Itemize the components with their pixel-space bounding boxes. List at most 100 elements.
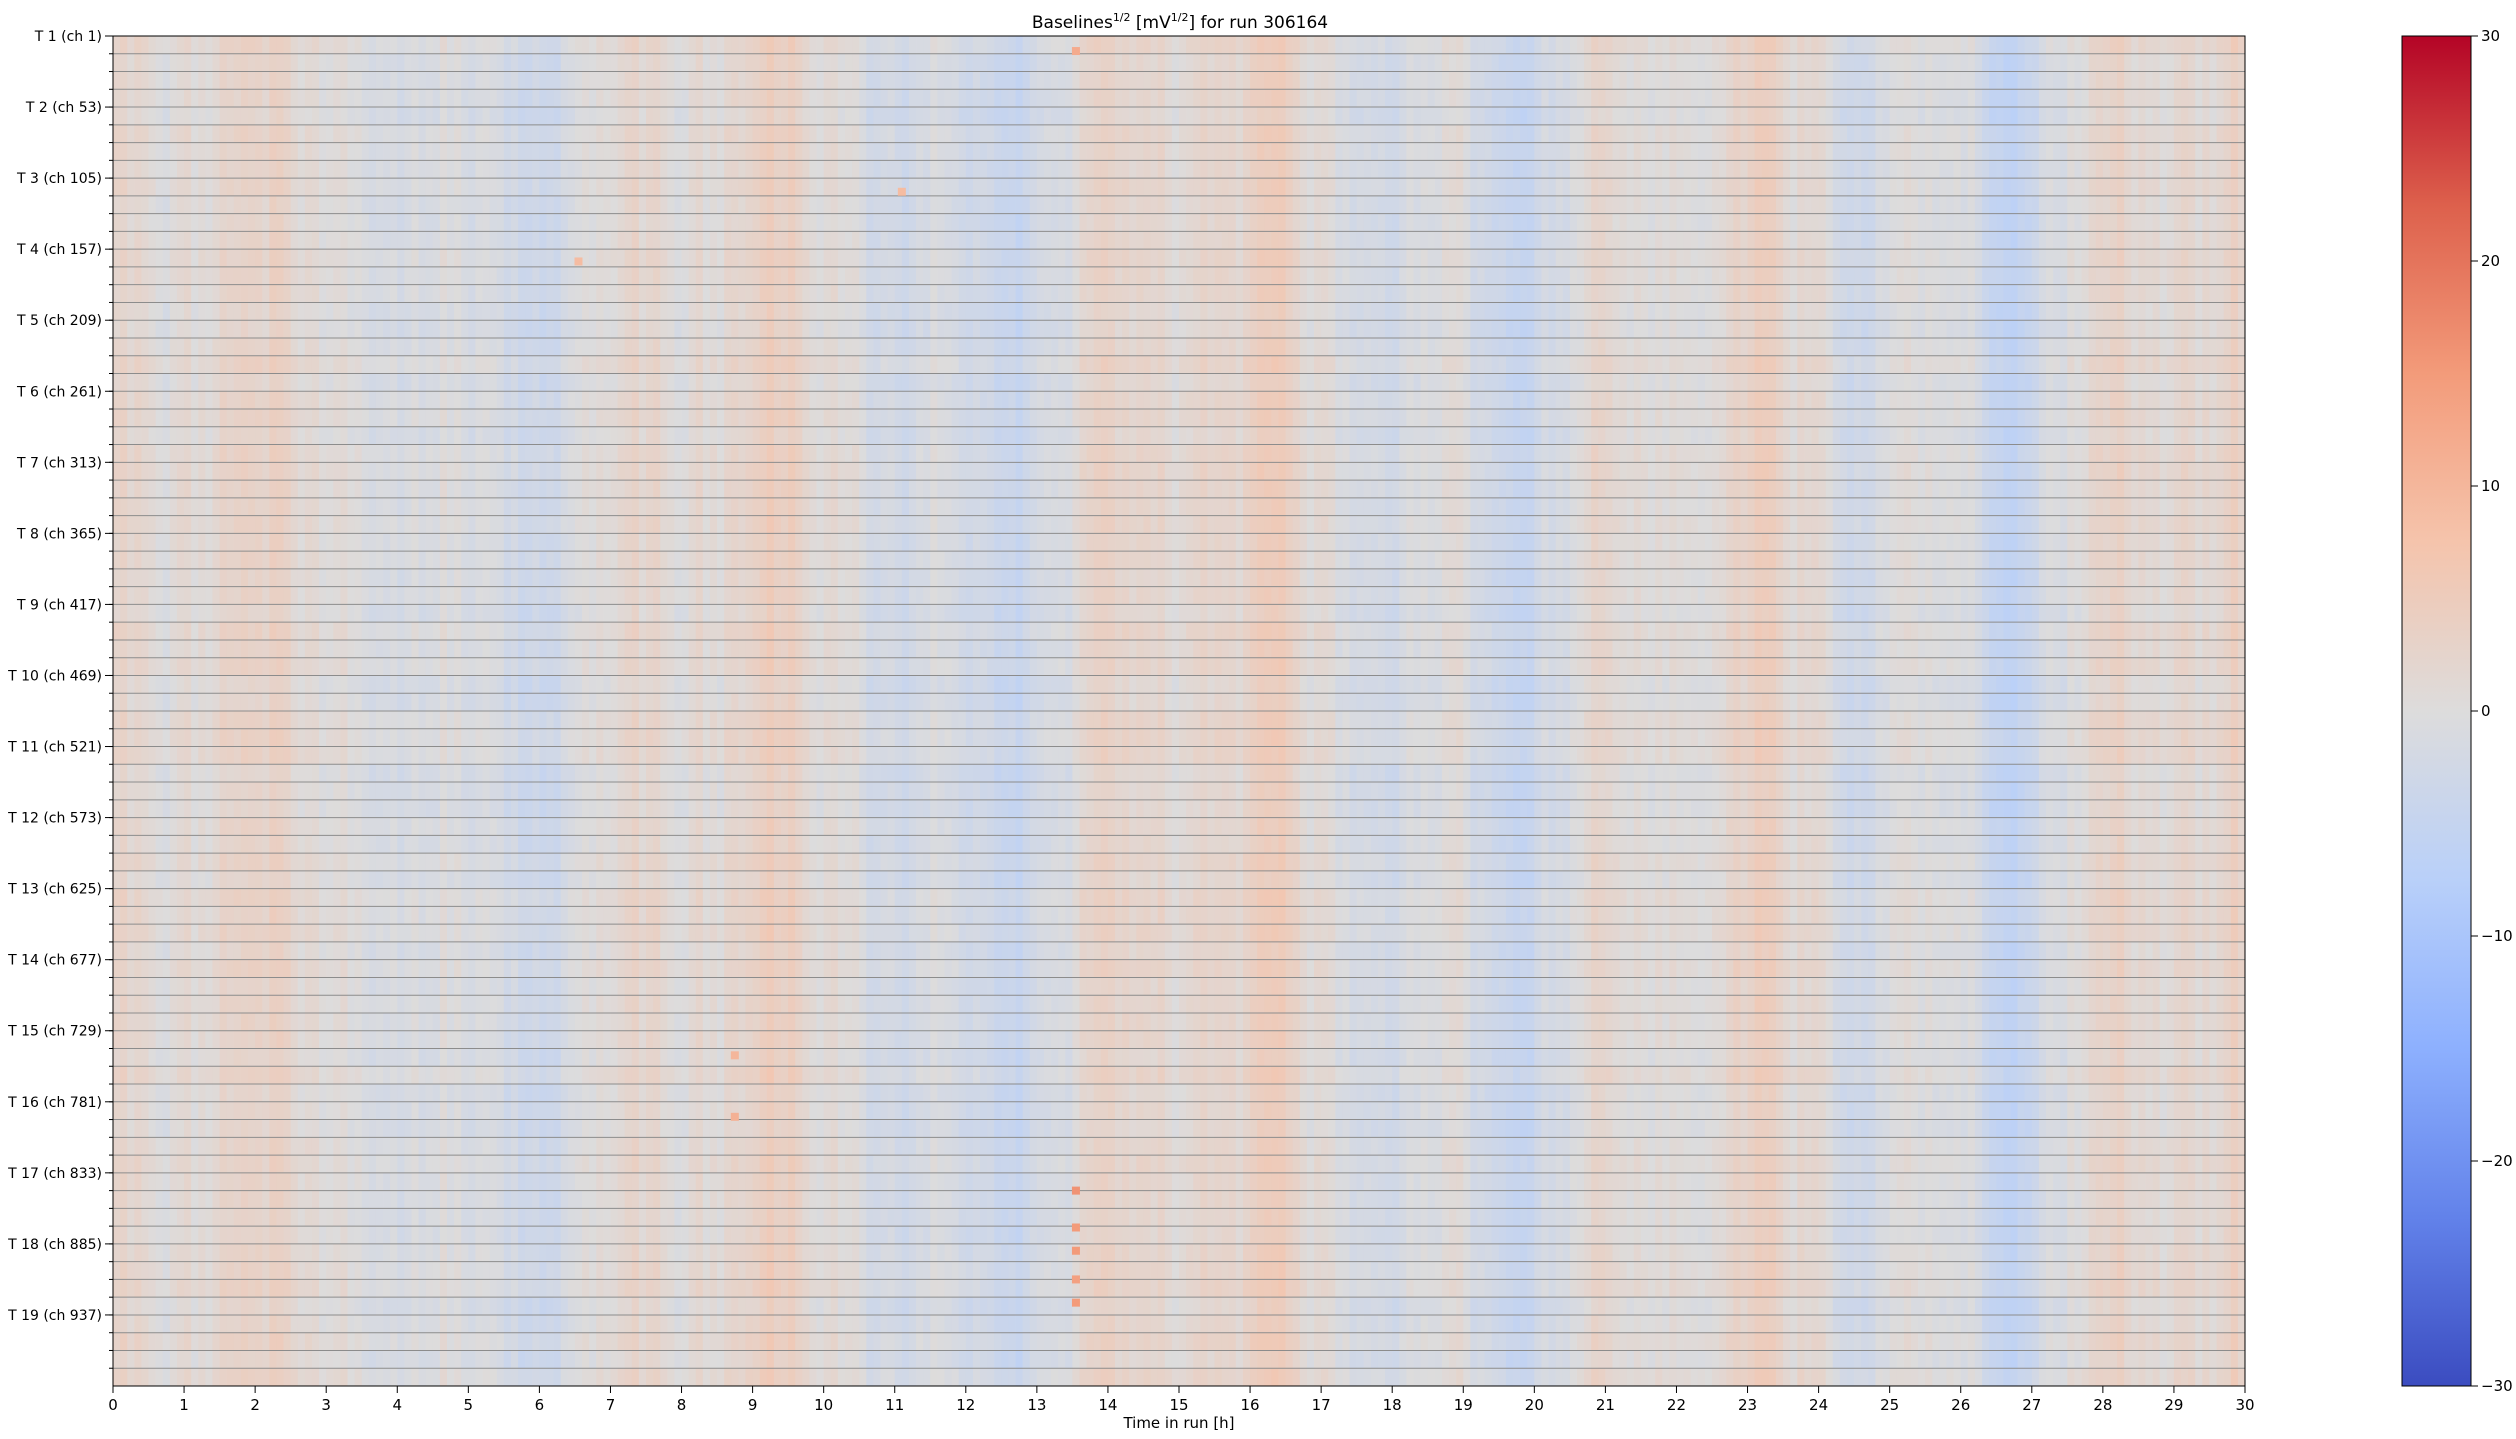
heatmap-cell bbox=[1598, 195, 1606, 215]
heatmap-cell bbox=[1413, 124, 1422, 143]
heatmap-cell bbox=[439, 231, 448, 250]
heatmap-cell bbox=[2223, 213, 2232, 232]
heatmap-cell bbox=[1939, 195, 1947, 215]
heatmap-cell bbox=[1285, 266, 1294, 286]
heatmap-cell bbox=[1086, 142, 1095, 161]
heatmap-cell bbox=[1498, 71, 1507, 90]
heatmap-cell bbox=[276, 53, 284, 72]
heatmap-cell bbox=[1939, 231, 1947, 250]
heatmap-cell bbox=[1228, 142, 1237, 161]
heatmap-cell bbox=[240, 302, 249, 321]
heatmap-cell bbox=[1456, 124, 1464, 143]
heatmap-cell bbox=[1420, 89, 1429, 108]
heatmap-cell bbox=[1036, 266, 1045, 286]
heatmap-cell bbox=[1633, 284, 1642, 303]
heatmap-cell bbox=[1328, 142, 1336, 161]
heatmap-cell bbox=[240, 53, 249, 72]
heatmap-cell bbox=[2117, 124, 2125, 143]
heatmap-cell bbox=[2138, 71, 2146, 90]
heatmap-cell bbox=[2124, 213, 2132, 232]
heatmap-cell bbox=[574, 107, 583, 126]
heatmap-cell bbox=[1839, 302, 1848, 321]
heatmap-cell bbox=[1385, 71, 1393, 90]
heatmap-cell bbox=[1143, 53, 1151, 72]
heatmap-cell bbox=[1051, 124, 1059, 143]
heatmap-cell bbox=[2053, 302, 2061, 321]
heatmap-cell bbox=[383, 178, 391, 197]
heatmap-cell bbox=[269, 284, 277, 303]
heatmap-cell bbox=[1534, 249, 1542, 268]
heatmap-cell bbox=[1932, 249, 1940, 268]
heatmap-cell bbox=[1960, 36, 1969, 55]
heatmap-cell bbox=[1036, 124, 1045, 143]
heatmap-cell bbox=[582, 213, 590, 232]
heatmap-cell bbox=[404, 160, 412, 179]
heatmap-cell bbox=[1953, 195, 1962, 215]
heatmap-cell bbox=[184, 284, 192, 303]
heatmap-cell bbox=[2060, 89, 2068, 108]
heatmap-cell bbox=[802, 231, 810, 250]
heatmap-cell bbox=[937, 160, 945, 179]
heatmap-cell bbox=[1136, 249, 1144, 268]
heatmap-cell bbox=[930, 142, 938, 161]
heatmap-cell bbox=[2003, 249, 2011, 268]
heatmap-cell bbox=[2088, 284, 2097, 303]
heatmap-cell bbox=[1818, 36, 1827, 55]
heatmap-cell bbox=[1569, 302, 1578, 321]
heatmap-cell bbox=[2081, 89, 2090, 108]
heatmap-cell bbox=[2209, 213, 2217, 232]
heatmap-cell bbox=[1662, 142, 1670, 161]
heatmap-cell bbox=[759, 284, 768, 303]
heatmap-cell bbox=[1612, 124, 1621, 143]
heatmap-cell bbox=[1847, 302, 1855, 321]
heatmap-cell bbox=[674, 89, 682, 108]
heatmap-cell bbox=[1939, 266, 1947, 286]
heatmap-cell bbox=[361, 53, 370, 72]
heatmap-cell bbox=[198, 249, 206, 268]
heatmap-cell bbox=[1342, 107, 1350, 126]
heatmap-cell bbox=[2195, 231, 2203, 250]
heatmap-cell bbox=[311, 71, 320, 90]
heatmap-cell bbox=[930, 36, 938, 55]
heatmap-cell bbox=[375, 89, 384, 108]
heatmap-cell bbox=[617, 107, 626, 126]
heatmap-cell bbox=[873, 195, 881, 215]
heatmap-cell bbox=[255, 124, 263, 143]
heatmap-cell bbox=[1335, 124, 1343, 143]
heatmap-cell bbox=[1633, 266, 1642, 286]
heatmap-cell bbox=[191, 213, 199, 232]
heatmap-cell bbox=[2223, 195, 2232, 215]
heatmap-cell bbox=[2159, 124, 2168, 143]
heatmap-cell bbox=[1505, 231, 1514, 250]
heatmap-cell bbox=[1882, 266, 1891, 286]
heatmap-cell bbox=[1562, 53, 1571, 72]
heatmap-cell bbox=[240, 71, 249, 90]
heatmap-cell bbox=[233, 71, 242, 90]
heatmap-cell bbox=[916, 249, 924, 268]
heatmap-cell bbox=[1207, 284, 1215, 303]
heatmap-cell bbox=[1982, 284, 1990, 303]
heatmap-cell bbox=[1910, 213, 1919, 232]
heatmap-cell bbox=[567, 107, 576, 126]
heatmap-cell bbox=[1250, 89, 1258, 108]
heatmap-cell bbox=[368, 142, 377, 161]
heatmap-cell bbox=[404, 124, 412, 143]
heatmap-cell bbox=[560, 71, 569, 90]
heatmap-cell bbox=[1910, 178, 1919, 197]
heatmap-cell bbox=[724, 89, 732, 108]
heatmap-cell bbox=[1264, 71, 1272, 90]
heatmap-cell bbox=[518, 53, 526, 72]
heatmap-cell bbox=[354, 107, 363, 126]
heatmap-cell bbox=[859, 266, 867, 286]
heatmap-cell bbox=[1910, 107, 1919, 126]
heatmap-cell bbox=[1363, 266, 1372, 286]
heatmap-cell bbox=[503, 89, 512, 108]
heatmap-cell bbox=[2102, 302, 2111, 321]
heatmap-cell bbox=[1974, 124, 1983, 143]
heatmap-cell bbox=[1449, 124, 1457, 143]
heatmap-cell bbox=[1321, 213, 1329, 232]
heatmap-cell bbox=[695, 302, 704, 321]
heatmap-cell bbox=[1200, 249, 1208, 268]
heatmap-cell bbox=[1186, 36, 1194, 55]
heatmap-cell bbox=[240, 160, 249, 179]
